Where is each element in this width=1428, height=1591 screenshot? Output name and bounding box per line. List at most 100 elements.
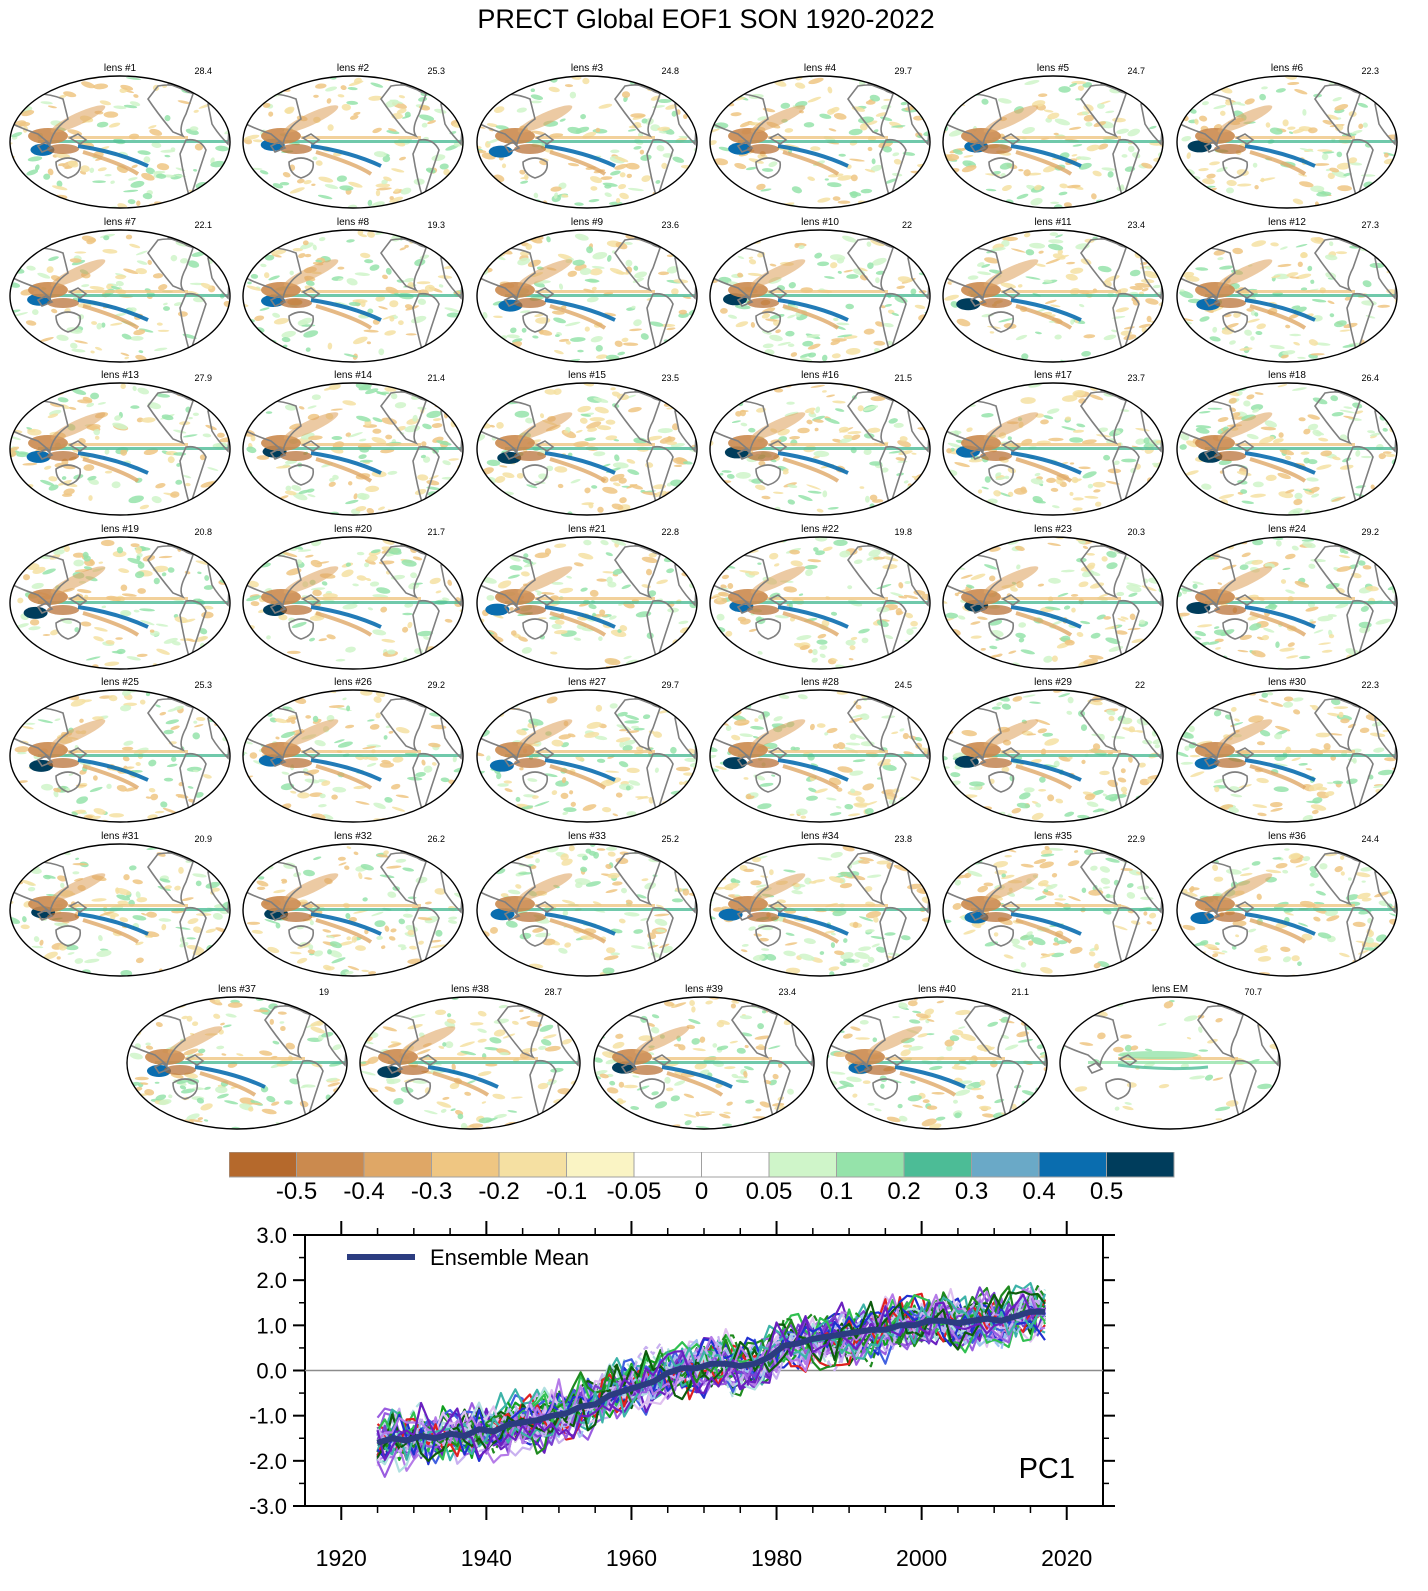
- colorbar-tick-label: 0.5: [1089, 1178, 1124, 1205]
- world-map: [709, 382, 931, 516]
- world-map: [242, 843, 464, 977]
- eof-map-panel: lens #20 21.7: [241, 525, 465, 671]
- world-map: [942, 382, 1164, 516]
- variance-percent: 29.7: [894, 66, 912, 76]
- member-series-line: [376, 1293, 1046, 1461]
- variance-percent: 25.2: [661, 834, 679, 844]
- eof-map-panel: lens #35 22.9: [941, 832, 1165, 978]
- colorbar-swatch: [971, 1152, 1040, 1178]
- panel-label: lens #10: [801, 217, 839, 228]
- variance-percent: 19: [318, 987, 329, 997]
- y-tick-label: 3.0: [256, 1223, 287, 1248]
- colorbar-swatch: [363, 1152, 432, 1178]
- variance-percent: 21.1: [1011, 987, 1029, 997]
- eof-map-panel: lens #17 23.7: [941, 371, 1165, 517]
- eof-map-panel: lens #15 23.5: [475, 371, 699, 517]
- member-series-line: [376, 1288, 1046, 1464]
- eof-map-panel: lens #32 26.2: [241, 832, 465, 978]
- panel-label: lens #37: [218, 984, 256, 995]
- world-map: [1176, 689, 1398, 823]
- eof-map-panel: lens #38 28.7: [358, 985, 582, 1131]
- y-tick-label: 1.0: [256, 1313, 287, 1338]
- variance-percent: 24.8: [661, 66, 679, 76]
- variance-percent: 22.3: [1361, 66, 1379, 76]
- world-map: [942, 689, 1164, 823]
- world-map: [1176, 75, 1398, 209]
- panel-label: lens #12: [1268, 217, 1306, 228]
- world-map: [476, 689, 698, 823]
- variance-percent: 21.7: [427, 527, 445, 537]
- eof-map-panel: lens #30 22.3: [1175, 678, 1399, 824]
- eof-map-panel: lens #40 21.1: [825, 985, 1049, 1131]
- variance-percent: 29.2: [1361, 527, 1379, 537]
- eof-map-panel: lens #11 23.4: [941, 218, 1165, 364]
- axes: 1920 1940 1960 1980 2000 2020 -3.0 -2.0 -1.0 0.0 1…: [249, 1221, 1115, 1571]
- panel-label: lens #25: [101, 677, 139, 688]
- world-map: [709, 843, 931, 977]
- colorbar-tick-label: -0.05: [606, 1178, 662, 1205]
- panel-label: lens #36: [1268, 831, 1306, 842]
- panel-label: lens #20: [334, 524, 372, 535]
- panel-label: lens #38: [451, 984, 489, 995]
- panel-label: lens #40: [918, 984, 956, 995]
- panel-label: lens EM: [1151, 984, 1189, 995]
- colorbar-swatch: [903, 1152, 972, 1178]
- world-map: [476, 229, 698, 363]
- world-map: [942, 75, 1164, 209]
- variance-percent: 29.7: [661, 680, 679, 690]
- world-map: [942, 843, 1164, 977]
- variance-percent: 24.4: [1361, 834, 1379, 844]
- panel-label: lens #35: [1034, 831, 1072, 842]
- panel-label: lens #13: [101, 370, 139, 381]
- eof-map-panel: lens #27 29.7: [475, 678, 699, 824]
- colorbar-swatch: [633, 1152, 702, 1178]
- panel-label: lens #14: [334, 370, 372, 381]
- colorbar-tick-label: -0.5: [275, 1178, 318, 1205]
- variance-percent: 24.7: [1127, 66, 1145, 76]
- variance-percent: 21.4: [427, 373, 445, 383]
- world-map: [126, 996, 348, 1130]
- variance-percent: 21.5: [894, 373, 912, 383]
- panel-label: lens #29: [1034, 677, 1072, 688]
- variance-percent: 23.8: [894, 834, 912, 844]
- world-map: [1059, 996, 1281, 1130]
- world-map: [9, 689, 231, 823]
- panel-label: lens #34: [801, 831, 839, 842]
- panel-label: lens #9: [570, 217, 604, 228]
- colorbar-swatch: [701, 1152, 770, 1178]
- world-map: [709, 75, 931, 209]
- variance-percent: 20.9: [194, 834, 212, 844]
- colorbar-tick-label: 0: [694, 1178, 709, 1205]
- eof-map-panel: lens #16 21.5: [708, 371, 932, 517]
- figure-title: PRECT Global EOF1 SON 1920-2022: [477, 4, 935, 34]
- eof-map-panel: lens EM 70.7: [1058, 985, 1282, 1131]
- eof-map-panel: lens #33 25.2: [475, 832, 699, 978]
- panel-label: lens #8: [336, 217, 370, 228]
- panel-label: lens #32: [334, 831, 372, 842]
- eof-map-panel: lens #10 22: [708, 218, 932, 364]
- x-tick-label: 2000: [896, 1545, 947, 1571]
- variance-percent: 25.3: [194, 680, 212, 690]
- pc-label: PC1: [1019, 1453, 1075, 1485]
- world-map: [476, 75, 698, 209]
- x-tick-label: 1960: [606, 1545, 657, 1571]
- eof-map-panel: lens #8 19.3: [241, 218, 465, 364]
- y-tick-label: -1.0: [249, 1404, 287, 1429]
- panel-label: lens #16: [801, 370, 839, 381]
- eof-map-panel: lens #1 28.4: [8, 64, 232, 210]
- panel-label: lens #7: [103, 217, 137, 228]
- colorbar-swatch: [836, 1152, 905, 1178]
- panel-label: lens #22: [801, 524, 839, 535]
- panel-label: lens #21: [568, 524, 606, 535]
- colorbar-swatch: [498, 1152, 567, 1178]
- eof-map-panel: lens #22 19.8: [708, 525, 932, 671]
- y-tick-label: -3.0: [249, 1494, 287, 1519]
- variance-percent: 23.7: [1127, 373, 1145, 383]
- world-map: [826, 996, 1048, 1130]
- variance-percent: 23.6: [661, 220, 679, 230]
- panel-label: lens #31: [101, 831, 139, 842]
- colorbar-swatch: [431, 1152, 500, 1178]
- member-lines: [376, 1281, 1047, 1478]
- colorbar-tick-label: -0.1: [545, 1178, 588, 1205]
- colorbar-tick-label: -0.2: [478, 1178, 520, 1205]
